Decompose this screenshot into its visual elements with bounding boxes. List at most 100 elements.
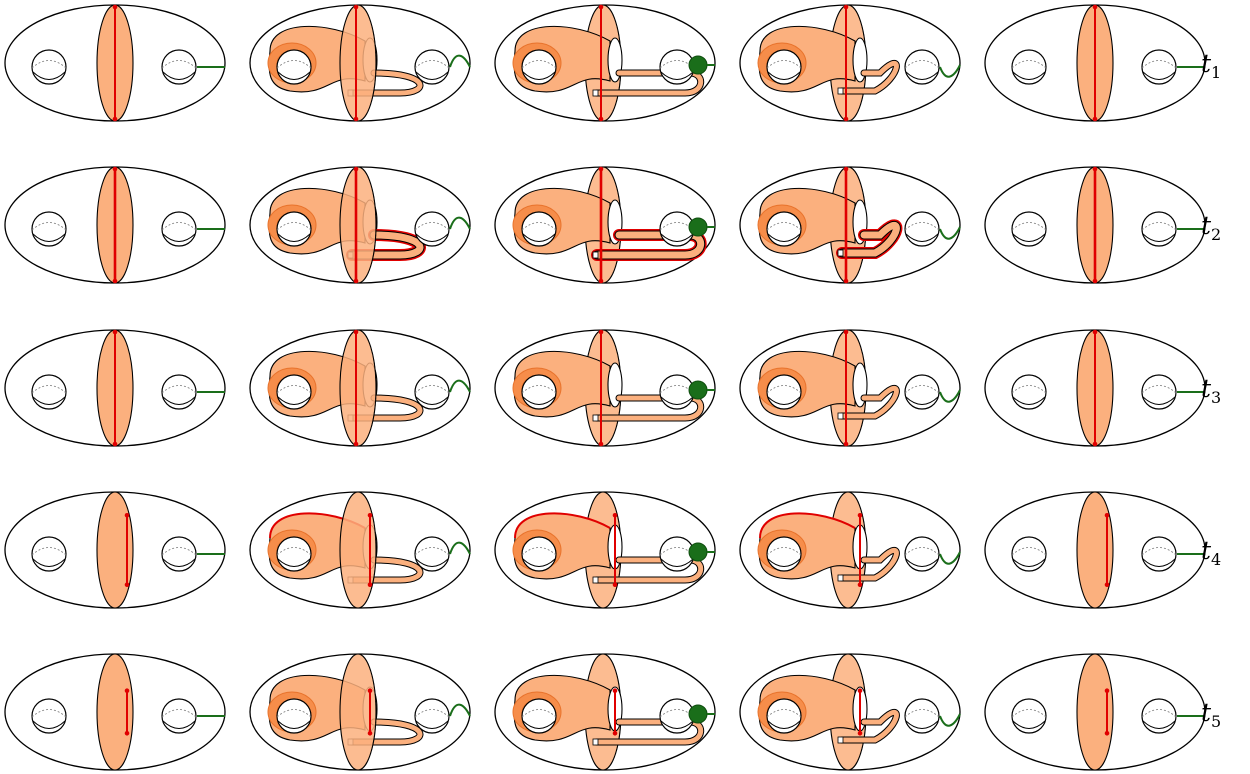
- panel-r2-c4: [739, 166, 961, 284]
- panel-r1-c2: [249, 4, 471, 122]
- row-label-subscript: 2: [1211, 225, 1221, 244]
- red-endpoint: [1104, 582, 1110, 588]
- separating-disk: [339, 166, 377, 284]
- disk-back-edge: [357, 166, 377, 284]
- handle-hole: [521, 49, 557, 85]
- panel-r1-c4: [739, 4, 961, 122]
- handle-hole: [1141, 49, 1177, 85]
- red-endpoint: [1092, 116, 1098, 122]
- green-wiggle: [939, 389, 961, 403]
- separating-disk: [96, 653, 134, 771]
- panel-r4-c2: [249, 491, 471, 609]
- red-endpoint: [124, 582, 130, 588]
- red-endpoint: [598, 116, 604, 122]
- strap-fill: [349, 70, 423, 96]
- red-endpoint: [598, 278, 604, 284]
- strap-end: [592, 414, 599, 422]
- strap-fill: [349, 557, 423, 583]
- red-endpoint: [843, 441, 849, 447]
- red-endpoint: [857, 730, 863, 736]
- strap-fill: [348, 231, 424, 259]
- strap-end: [592, 576, 599, 584]
- handle-hole: [161, 49, 197, 85]
- handle-hole: [521, 536, 557, 572]
- handle-hole: [31, 536, 67, 572]
- handle-hole: [1011, 211, 1047, 247]
- handle-hole: [1141, 698, 1177, 734]
- panel-r5-c5: [984, 653, 1206, 771]
- green-wiggle: [449, 703, 471, 717]
- red-endpoint: [843, 166, 849, 172]
- red-endpoint: [1104, 730, 1110, 736]
- handle-hole: [521, 374, 557, 410]
- handle-hole: [276, 698, 312, 734]
- row-label-letter: t: [1201, 374, 1212, 403]
- panel-r3-c2: [249, 329, 471, 447]
- red-endpoint: [612, 512, 618, 518]
- strap-end: [837, 736, 844, 744]
- handle-hole: [904, 374, 940, 410]
- handle-hole: [161, 536, 197, 572]
- red-endpoint: [598, 329, 604, 335]
- handle-hole: [904, 536, 940, 572]
- handle-hole: [31, 211, 67, 247]
- panel-r1-c1: [4, 4, 226, 122]
- green-disk: [688, 380, 708, 400]
- handle-hole: [276, 211, 312, 247]
- red-endpoint: [857, 512, 863, 518]
- red-endpoint: [124, 512, 130, 518]
- row-label-subscript: 3: [1211, 388, 1221, 407]
- handle-hole: [414, 536, 450, 572]
- green-wiggle: [449, 216, 471, 230]
- panel-r1-c5: [984, 4, 1206, 122]
- strap-fill: [349, 395, 423, 421]
- handle-hole: [414, 374, 450, 410]
- red-endpoint: [1092, 166, 1098, 172]
- panel-r1-c3: [494, 4, 716, 122]
- red-endpoint: [124, 688, 130, 694]
- red-endpoint: [612, 730, 618, 736]
- panel-r5-c1: [4, 653, 226, 771]
- disk-back-edge: [357, 653, 377, 771]
- red-endpoint: [1092, 278, 1098, 284]
- strap-end: [592, 738, 599, 746]
- row-label-subscript: 1: [1211, 63, 1221, 82]
- panel-r5-c3: [494, 653, 716, 771]
- handle-hole: [904, 698, 940, 734]
- handle-hole: [1141, 374, 1177, 410]
- strap-fill: [839, 385, 899, 419]
- red-endpoint: [843, 116, 849, 122]
- handle-hole: [1011, 536, 1047, 572]
- handle-hole: [276, 49, 312, 85]
- green-wiggle: [449, 54, 471, 68]
- row-label-letter: t: [1201, 49, 1212, 78]
- green-wiggle: [939, 226, 961, 240]
- handle-hole: [766, 211, 802, 247]
- row-label: t2: [1201, 211, 1221, 244]
- red-endpoint: [598, 4, 604, 10]
- handle-hole: [659, 374, 695, 410]
- handle-hole: [1141, 536, 1177, 572]
- red-endpoint: [353, 278, 359, 284]
- red-endpoint: [843, 329, 849, 335]
- panel-r3-c4: [739, 329, 961, 447]
- panel-r3-c1: [4, 329, 226, 447]
- handle-hole: [161, 698, 197, 734]
- panel-r2-c2: [249, 166, 471, 284]
- green-wiggle: [449, 541, 471, 555]
- red-endpoint: [843, 4, 849, 10]
- handle-hole: [414, 698, 450, 734]
- red-endpoint: [112, 4, 118, 10]
- handle-hole: [521, 698, 557, 734]
- row-label-letter: t: [1201, 698, 1212, 727]
- red-endpoint: [1104, 512, 1110, 518]
- red-endpoint: [112, 441, 118, 447]
- strap-fill: [838, 221, 900, 257]
- red-endpoint: [612, 688, 618, 694]
- row-label-letter: t: [1201, 536, 1212, 565]
- panel-r4-c5: [984, 491, 1206, 609]
- panel-r4-c3: [494, 491, 716, 609]
- panel-r4-c1: [4, 491, 226, 609]
- row-label: t1: [1201, 49, 1221, 82]
- red-endpoint: [857, 688, 863, 694]
